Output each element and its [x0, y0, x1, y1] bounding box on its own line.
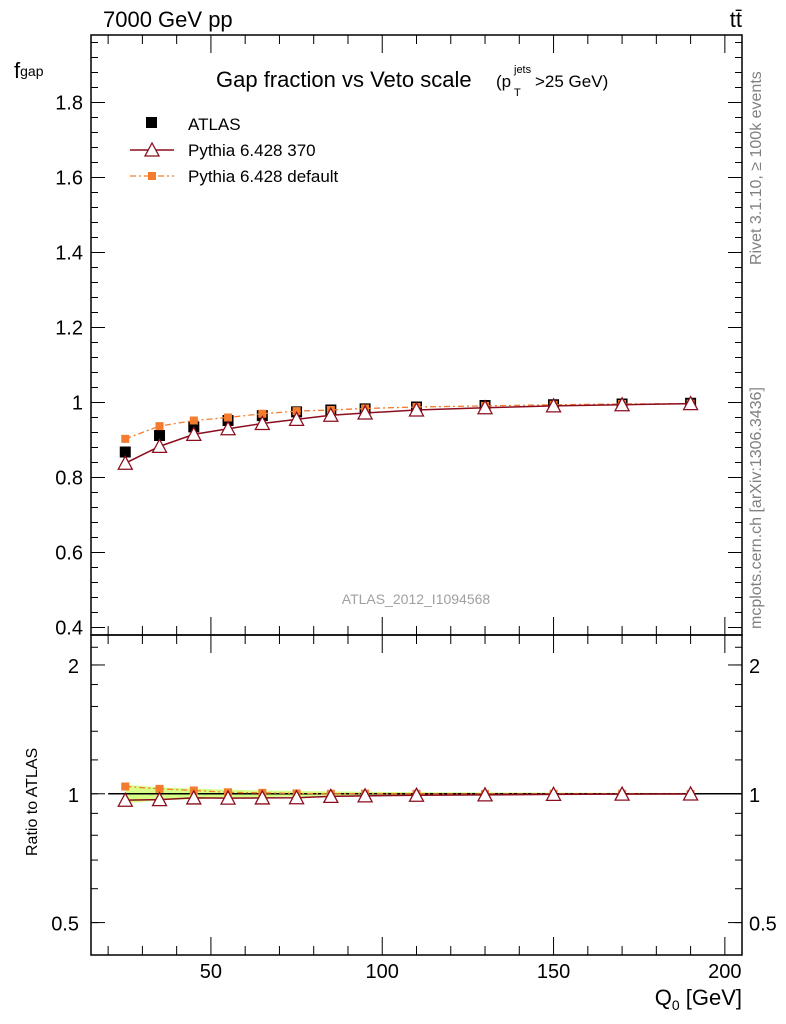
- ratio-pythia-default-point: [155, 784, 164, 793]
- main-y-tick-label: 0.8: [55, 468, 83, 490]
- x-tick-label: 150: [537, 961, 570, 983]
- mcplots-reference-label: mcplots.cern.ch [arXiv:1306.3436]: [748, 387, 765, 629]
- ratio-pythia370-point: [357, 787, 374, 803]
- main-y-tick-label: 1.6: [55, 168, 83, 190]
- main-pythia370-point: [117, 454, 134, 470]
- rivet-version-label: Rivet 3.1.10, ≥ 100k events: [748, 71, 765, 265]
- q-symbol: Q: [655, 985, 672, 1010]
- main-pythia370-point: [408, 401, 425, 417]
- ratio-pythia370-point: [117, 791, 134, 807]
- chart-title-cut-rest: >25 GeV): [535, 72, 608, 91]
- ratio-pythia370-point: [613, 785, 631, 801]
- main-pythia-default-line: [125, 402, 691, 440]
- x-axis-unit: [GeV]: [680, 985, 742, 1010]
- f-symbol: f: [14, 58, 21, 83]
- analysis-watermark: ATLAS_2012_I1094568: [342, 591, 491, 607]
- x-tick-label: 100: [366, 961, 399, 983]
- chart-title-cut-sup: jets: [513, 64, 532, 76]
- ratio-series-group: [117, 782, 699, 807]
- main-pythia370-point: [682, 395, 699, 411]
- main-pythia370-point: [254, 415, 271, 431]
- main-pythia-default-point: [224, 413, 233, 422]
- ratio-y-axis-label: Ratio to ATLAS: [24, 748, 41, 856]
- q-subscript: 0: [672, 997, 680, 1013]
- main-pythia-default-point: [189, 416, 198, 425]
- main-y-tick-label: 1.8: [55, 93, 83, 115]
- main-y-tick-label: 1.4: [55, 243, 83, 265]
- f-subscript: gap: [20, 63, 44, 79]
- chart-title-cut-sub: T: [514, 87, 521, 99]
- ratio-pythia370-point: [151, 791, 168, 807]
- main-pythia370-point: [288, 411, 305, 427]
- ratio-pythia370-point: [476, 786, 494, 802]
- main-series-group: [117, 395, 699, 470]
- x-tick-label: 200: [708, 961, 741, 983]
- main-pythia370-point: [476, 399, 494, 415]
- main-pythia370-point: [322, 406, 339, 422]
- process-label: 7000 GeV pp: [103, 7, 233, 32]
- ratio-pythia370-point: [219, 789, 237, 805]
- x-tick-label: 50: [200, 961, 222, 983]
- ratio-pythia370-point: [322, 788, 339, 804]
- main-pythia370-point: [545, 397, 562, 413]
- ratio-y-tick-label-right: 2: [749, 656, 760, 678]
- ratio-pythia370-point: [545, 785, 562, 801]
- main-pythia370-point: [613, 396, 631, 412]
- main-y-axis-label: fgap: [14, 58, 44, 83]
- main-y-tick-label: 1.2: [55, 318, 83, 340]
- main-x-ticks: [107, 35, 726, 635]
- ratio-pythia-default-point: [121, 782, 130, 791]
- ratio-panel: 0.5 0.51 12 2 50 100 150 200 Ratio to ATLAS Q0…: [24, 634, 777, 1013]
- ratio-pythia370-point: [288, 789, 305, 805]
- ratio-pythia370-point: [682, 785, 699, 801]
- main-pythia370-point: [219, 420, 237, 436]
- legend-pythia-default-label: Pythia 6.428 default: [188, 167, 339, 186]
- legend-pythia-default-marker: [148, 172, 156, 180]
- main-pythia-default-point: [258, 409, 267, 418]
- chart-title: Gap fraction vs Veto scale: [216, 67, 472, 92]
- legend-pythia370-label: Pythia 6.428 370: [188, 141, 316, 160]
- ratio-y-ticks: 0.5 0.5 1 1 2 2: [51, 646, 777, 936]
- ratio-y-tick-label: 2: [68, 656, 79, 678]
- main-atlas-point: [119, 446, 131, 458]
- main-y-tick-label: 1: [72, 393, 83, 415]
- main-panel: 0.4 0.6 0.8 1 1.2 1.4 1.6 1.8 fgap Gap fraction…: [14, 34, 743, 640]
- ratio-y-tick-label: 0.5: [51, 914, 79, 936]
- main-y-tick-label: 0.6: [55, 543, 83, 565]
- main-pythia-default-point: [121, 434, 130, 443]
- legend: ATLAS Pythia 6.428 370 Pythia 6.428 defa…: [130, 115, 339, 186]
- ratio-pythia370-point: [408, 786, 425, 802]
- ratio-x-ticks: 50 100 150 200: [107, 635, 742, 983]
- ratio-pythia370-point: [185, 789, 202, 805]
- chart-title-cut-p: (p: [496, 72, 511, 91]
- ratio-pythia370-point: [254, 789, 271, 805]
- main-y-ticks: 0.4 0.6 0.8 1 1.2 1.4 1.6 1.8: [55, 42, 742, 640]
- ratio-y-tick-label: 1: [68, 785, 79, 807]
- ratio-y-tick-label-right: 1: [749, 785, 760, 807]
- main-pythia370-point: [185, 426, 202, 442]
- main-pythia370-line: [124, 402, 691, 464]
- main-y-tick-label: 0.4: [55, 618, 83, 640]
- ratio-y-tick-label-right: 0.5: [749, 914, 777, 936]
- main-atlas-point: [154, 430, 166, 441]
- main-pythia370-point: [151, 438, 168, 454]
- legend-atlas-marker: [146, 117, 157, 128]
- legend-atlas-label: ATLAS: [188, 115, 241, 134]
- legend-pythia370-marker: [143, 141, 161, 157]
- main-pythia-default-point: [155, 422, 164, 431]
- final-state-label: tt̄: [730, 7, 742, 32]
- x-axis-label: Q0 [GeV]: [655, 985, 742, 1013]
- main-pythia370-point: [357, 404, 374, 420]
